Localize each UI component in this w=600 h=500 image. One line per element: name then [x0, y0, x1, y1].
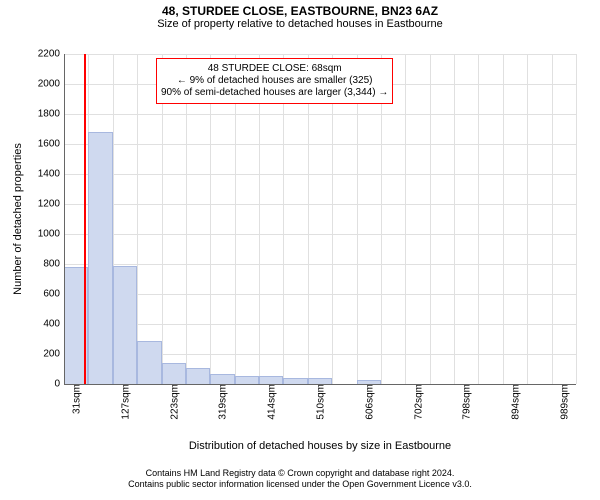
histogram-bar: [259, 376, 283, 384]
gridline-horizontal: [64, 54, 576, 55]
y-tick-label: 800: [43, 259, 64, 270]
gridline-vertical: [576, 54, 577, 384]
x-tick-label: 414sqm: [265, 384, 278, 420]
gridline-vertical: [405, 54, 406, 384]
gridline-horizontal: [64, 114, 576, 115]
x-tick-label: 223sqm: [167, 384, 180, 420]
y-tick-label: 0: [54, 379, 64, 390]
histogram-bar: [162, 363, 186, 384]
histogram-bar: [235, 376, 259, 384]
y-tick-label: 600: [43, 289, 64, 300]
histogram-bar: [137, 341, 161, 385]
gridline-horizontal: [64, 264, 576, 265]
x-tick-label: 319sqm: [216, 384, 229, 420]
gridline-vertical: [454, 54, 455, 384]
property-marker-line: [84, 54, 86, 384]
page-title: 48, STURDEE CLOSE, EASTBOURNE, BN23 6AZ: [0, 0, 600, 18]
y-axis-line: [64, 54, 65, 384]
gridline-vertical: [552, 54, 553, 384]
annotation-line: 90% of semi-detached houses are larger (…: [161, 87, 388, 99]
gridline-horizontal: [64, 204, 576, 205]
x-tick-label: 127sqm: [118, 384, 131, 420]
footer-attribution: Contains HM Land Registry data © Crown c…: [0, 468, 600, 490]
y-tick-label: 400: [43, 319, 64, 330]
x-tick-label: 989sqm: [557, 384, 570, 420]
histogram-bar: [113, 266, 137, 385]
chart-container: 48, STURDEE CLOSE, EASTBOURNE, BN23 6AZ …: [0, 0, 600, 500]
y-tick-label: 1400: [38, 169, 64, 180]
annotation-line: 48 STURDEE CLOSE: 68sqm: [161, 63, 388, 75]
x-tick-label: 510sqm: [314, 384, 327, 420]
gridline-horizontal: [64, 144, 576, 145]
annotation-line: ← 9% of detached houses are smaller (325…: [161, 75, 388, 87]
histogram-bar: [186, 368, 210, 384]
gridline-horizontal: [64, 324, 576, 325]
footer-line: Contains HM Land Registry data © Crown c…: [0, 468, 600, 479]
gridline-vertical: [430, 54, 431, 384]
y-tick-label: 1600: [38, 139, 64, 150]
gridline-horizontal: [64, 174, 576, 175]
gridline-vertical: [527, 54, 528, 384]
y-tick-label: 2000: [38, 79, 64, 90]
y-tick-label: 1200: [38, 199, 64, 210]
histogram-bar: [210, 374, 234, 385]
x-tick-label: 894sqm: [509, 384, 522, 420]
gridline-vertical: [478, 54, 479, 384]
y-tick-label: 1800: [38, 109, 64, 120]
x-tick-label: 798sqm: [460, 384, 473, 420]
x-tick-label: 606sqm: [362, 384, 375, 420]
x-axis-line: [64, 384, 576, 385]
plot-area: 0200400600800100012001400160018002000220…: [64, 54, 576, 384]
x-tick-label: 31sqm: [70, 384, 83, 414]
gridline-vertical: [137, 54, 138, 384]
x-axis-label: Distribution of detached houses by size …: [64, 440, 576, 452]
footer-line: Contains public sector information licen…: [0, 479, 600, 490]
histogram-bar: [88, 132, 112, 384]
y-tick-label: 2200: [38, 49, 64, 60]
y-tick-label: 1000: [38, 229, 64, 240]
page-subtitle: Size of property relative to detached ho…: [0, 18, 600, 30]
x-tick-label: 702sqm: [411, 384, 424, 420]
annotation-box: 48 STURDEE CLOSE: 68sqm← 9% of detached …: [156, 58, 393, 104]
gridline-horizontal: [64, 234, 576, 235]
y-tick-label: 200: [43, 349, 64, 360]
gridline-vertical: [503, 54, 504, 384]
y-axis-label: Number of detached properties: [12, 54, 24, 384]
gridline-horizontal: [64, 294, 576, 295]
